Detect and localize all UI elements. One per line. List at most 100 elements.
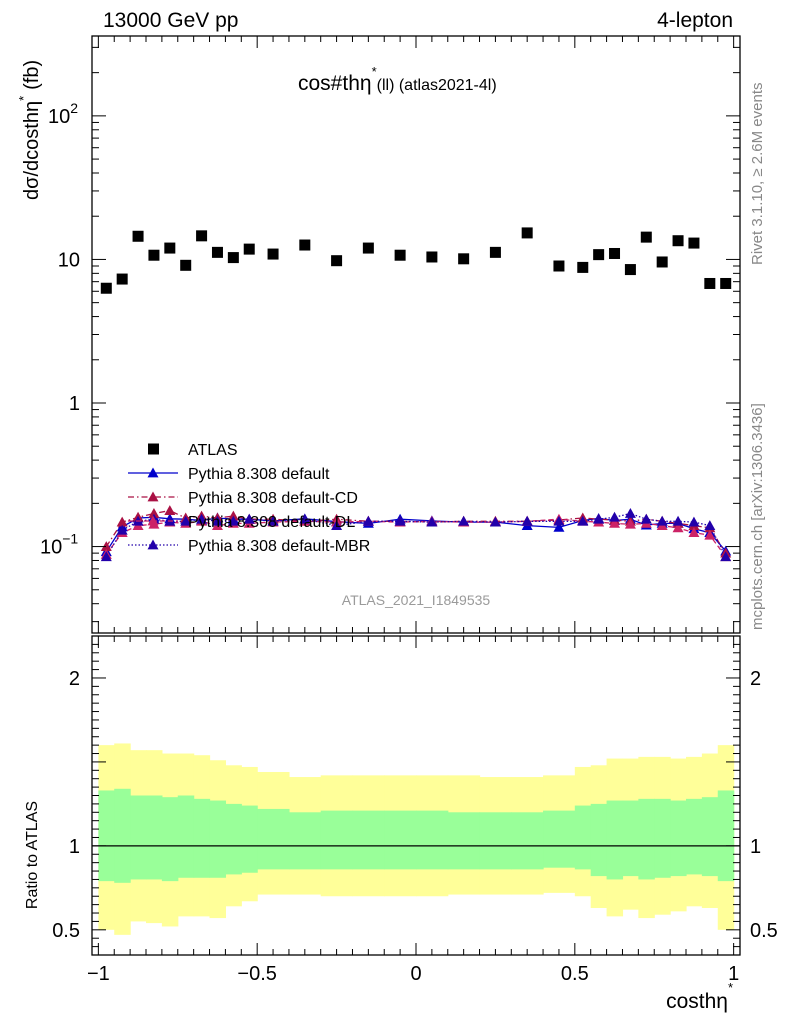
data-point <box>362 242 374 254</box>
series-point <box>720 551 732 562</box>
chart-title-sub: (ll) (atlas2021-4l) <box>377 77 497 94</box>
series-point <box>521 515 533 526</box>
ratio-y-tick-label: 2 <box>69 668 80 690</box>
ratio-band-inner <box>511 812 544 870</box>
series-point <box>148 507 160 518</box>
series-point <box>211 515 223 526</box>
ratio-y-tick-label: 0.5 <box>52 920 80 942</box>
data-point <box>426 251 438 263</box>
data-point <box>331 255 343 267</box>
data-point <box>489 246 501 258</box>
ratio-band-inner <box>590 803 608 877</box>
ratio-band-inner <box>416 810 449 870</box>
series-point <box>489 516 501 527</box>
ratio-band-inner <box>606 800 624 880</box>
y-tick-label: 102 <box>48 100 78 128</box>
series-point <box>116 516 128 527</box>
data-point <box>672 235 684 247</box>
legend-marker <box>147 467 159 478</box>
ratio-band-inner <box>717 790 735 882</box>
y-axis-label-main: dσ/dcosthη <box>21 101 43 200</box>
ratio-band-inner <box>701 797 719 877</box>
series-point <box>394 515 406 526</box>
series-point <box>267 515 279 526</box>
ratio-band-inner <box>177 795 195 878</box>
ratio-y-tick-label-right: 2 <box>750 668 761 690</box>
ratio-y-tick-label-right: 0.5 <box>750 920 778 942</box>
ratio-band-inner <box>447 812 481 870</box>
series-point <box>609 517 621 528</box>
data-point <box>100 282 112 294</box>
data-point <box>458 253 470 265</box>
ratio-band-inner <box>98 790 115 882</box>
data-point <box>267 248 279 260</box>
ratio-band-inner <box>670 800 687 877</box>
x-axis-label-main: costhη <box>666 990 728 1013</box>
legend-label: Pythia 8.308 default <box>188 466 330 483</box>
mcplots-label: mcplots.cern.ch [arXiv:1306.3436] <box>749 403 766 630</box>
y-axis-label: dσ/dcosthη* (fb) <box>16 60 43 200</box>
ratio-band-inner <box>193 798 211 878</box>
series-point <box>426 516 438 527</box>
ratio-band-inner <box>241 805 258 873</box>
series-point <box>299 513 311 524</box>
data-point <box>577 261 589 273</box>
data-point <box>521 227 533 239</box>
x-tick-label: 0 <box>410 963 421 985</box>
y-tick-label: 1 <box>69 393 80 415</box>
series-point <box>577 515 589 526</box>
data-point <box>593 249 605 261</box>
x-tick-label: −0.5 <box>237 963 276 985</box>
y-axis-label-unit: (fb) <box>21 60 43 90</box>
series-point <box>624 518 636 529</box>
legend-label: ATLAS <box>188 442 238 459</box>
ratio-y-tick-label: 1 <box>69 836 80 858</box>
ratio-band-inner <box>320 810 354 870</box>
data-point <box>624 264 636 276</box>
legend-label: Pythia 8.308 default-MBR <box>188 538 370 555</box>
ratio-band-inner <box>638 798 655 880</box>
series-point <box>243 513 255 524</box>
legend-marker <box>148 443 159 455</box>
chart-title: cos#thη*(ll) (atlas2021-4l) <box>298 64 497 95</box>
data-point <box>180 259 192 271</box>
data-point <box>553 260 565 272</box>
series-point <box>688 527 700 538</box>
legend: ATLAS Pythia 8.308 default Pythia 8.308 de… <box>128 442 370 555</box>
series-point <box>593 513 605 524</box>
series-point <box>672 515 684 526</box>
x-tick-label: 0.5 <box>561 963 589 985</box>
ratio-band-inner <box>622 800 639 877</box>
ratio-band-inner <box>130 795 147 880</box>
data-point <box>656 256 668 268</box>
series-point <box>672 522 684 533</box>
series-point <box>656 515 668 526</box>
data-point <box>243 243 255 255</box>
series-point <box>553 515 565 526</box>
x-tick-label: −1 <box>87 963 110 985</box>
series-point <box>164 505 176 516</box>
analysis-watermark: ATLAS_2021_I1849535 <box>342 592 491 608</box>
chart-title-main: cos#thη <box>298 72 372 95</box>
x-axis-label-sup: * <box>728 980 733 995</box>
data-point <box>299 239 311 251</box>
ratio-band-inner <box>352 810 385 870</box>
data-point <box>132 230 144 242</box>
series-point <box>100 541 112 551</box>
series-point <box>331 520 343 530</box>
data-point <box>196 230 208 242</box>
x-tick-label: 1 <box>728 963 739 985</box>
series-point <box>100 551 112 562</box>
ratio-band-inner <box>257 808 290 870</box>
y-axis-label-sup: * <box>16 96 31 101</box>
ratio-band-inner <box>574 805 592 870</box>
ratio-band-inner <box>114 788 131 883</box>
data-point <box>720 277 732 289</box>
series-point <box>196 513 208 524</box>
data-point <box>688 237 700 249</box>
y-tick-label: 10 <box>58 249 80 271</box>
legend-marker <box>147 539 159 550</box>
ratio-y-axis-label: Ratio to ATLAS <box>24 801 41 909</box>
data-point <box>640 231 652 243</box>
